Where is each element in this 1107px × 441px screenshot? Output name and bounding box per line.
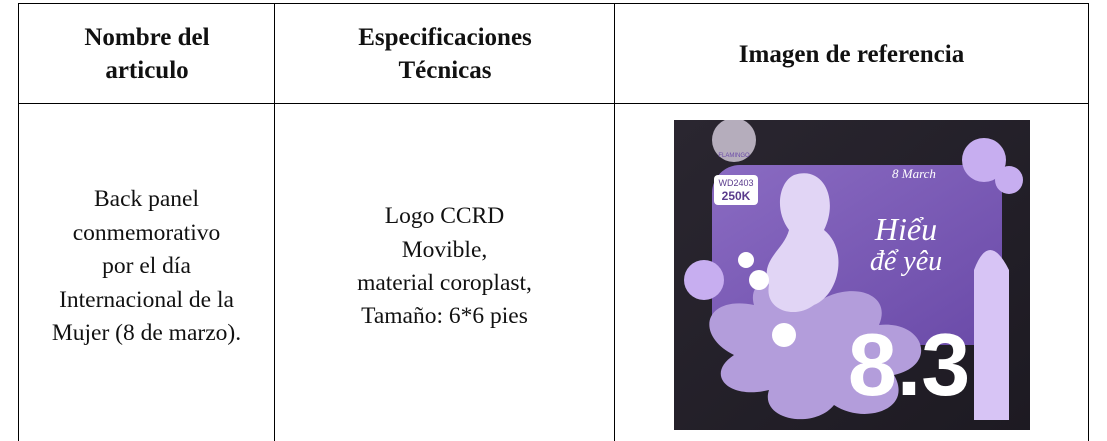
row-border <box>18 103 1088 104</box>
text-line: material coroplast, <box>357 270 532 296</box>
march: 8 March <box>892 166 936 181</box>
text-line: Back panel <box>93 186 200 213</box>
body-cell: Logo CCRD Movible, material coroplast, Tama… <box>274 103 614 441</box>
text-line: conmemorativo <box>72 219 221 246</box>
text-line: Nombre del <box>84 24 210 51</box>
text-line: Imagen de referencia <box>738 40 965 68</box>
body-cell: Back panel conmemorativo por el día Interna… <box>18 103 274 441</box>
logo <box>711 120 756 162</box>
header-cell: Nombre del articulo <box>18 3 275 104</box>
flower-base <box>708 278 921 420</box>
title-1: Hiểu <box>873 211 936 247</box>
badge-price: 250K <box>721 189 750 203</box>
header-cell: Especificaciones Técnicas <box>274 3 615 104</box>
text-line: Técnicas <box>398 57 492 84</box>
silhouette <box>766 173 838 313</box>
brand: FLAMINGO <box>718 153 750 159</box>
text-line: Logo CCRD <box>384 203 505 230</box>
reference-image: WD2403 250K FLAMINGO 8 March Hiểu để yêu… <box>673 120 1030 430</box>
text-line: Movible, <box>401 236 488 263</box>
title-2: để yêu <box>869 246 941 277</box>
text-line: Especificaciones <box>358 24 532 51</box>
table: Nombre del articulo Especificaciones Técni… <box>18 3 1089 441</box>
badge-code: WD2403 <box>718 178 753 188</box>
text-line: Internacional de la <box>59 286 234 313</box>
flowers <box>683 138 1023 420</box>
badge <box>713 175 758 205</box>
header-cell: Imagen de referencia <box>614 3 1089 104</box>
big-number: 8.3 <box>847 315 969 414</box>
text-line: articulo <box>105 57 189 84</box>
text-line: por el día <box>102 253 191 280</box>
text-line: Mujer (8 de marzo). <box>51 320 242 347</box>
image-cell: WD2403 250K FLAMINGO 8 March Hiểu để yêu… <box>614 103 1089 441</box>
text-line: Tamaño: 6*6 pies <box>361 303 528 330</box>
